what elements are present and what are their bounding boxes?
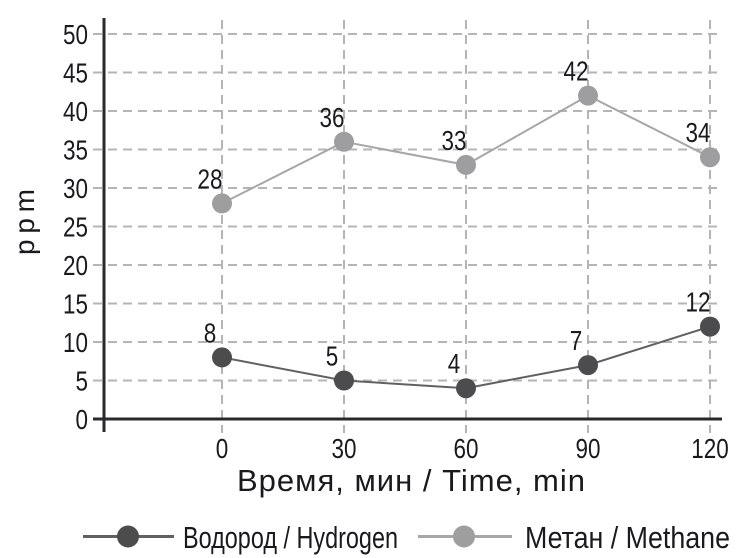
legend-item: Метан / Methane [418,520,730,555]
data-point-label: 42 [564,56,589,87]
data-point-label: 34 [686,117,711,148]
y-tick-label: 0 [76,404,89,435]
legend: Водород / Hydrogen Метан / Methane [83,520,730,555]
y-tick-label: 45 [63,58,88,89]
data-point-marker [334,131,354,152]
y-tick-label: 35 [63,135,88,166]
data-point-label: 8 [204,317,217,348]
y-tick-label: 25 [63,212,88,243]
legend-item: Водород / Hydrogen [83,520,398,555]
data-point-label: 5 [326,341,339,372]
grid-layer [93,20,723,433]
legend-marker [117,525,139,548]
y-tick-label: 15 [63,289,88,320]
x-tick-label: 0 [216,433,229,464]
data-point-marker [456,154,476,175]
y-tick-label: 50 [63,19,88,50]
legend-marker [453,525,475,548]
y-tick-label: 40 [63,96,88,127]
y-axis-title: ppm [9,189,40,255]
x-axis-title: Время, мин / Time, min [237,463,585,498]
y-tick-label: 20 [63,250,88,281]
data-point-marker [578,355,598,376]
y-tick-label: 10 [63,327,88,358]
legend-label: Метан / Methane [525,520,730,555]
data-point-marker [334,370,354,391]
data-point-marker [700,316,720,337]
data-point-marker [212,347,232,368]
data-point-marker [456,378,476,399]
x-tick-label: 60 [454,433,479,464]
data-point-label: 7 [570,325,583,356]
y-tick-label: 30 [63,173,88,204]
data-point-label: 36 [320,102,345,133]
y-tick-label: 5 [76,366,89,397]
series-layer: 8 5 4 7 12 28 36 33 42 34 [198,56,720,399]
data-point-marker [578,85,598,106]
legend-label: Водород / Hydrogen [183,520,398,555]
data-point-marker [212,193,232,214]
data-point-label: 4 [448,348,461,379]
x-tick-label: 120 [691,433,729,464]
data-point-label: 12 [686,287,711,318]
data-point-label: 28 [198,163,223,194]
data-point-label: 33 [442,125,467,156]
data-point-marker [700,147,720,168]
x-tick-label: 30 [332,433,357,464]
x-tick-label: 90 [576,433,601,464]
